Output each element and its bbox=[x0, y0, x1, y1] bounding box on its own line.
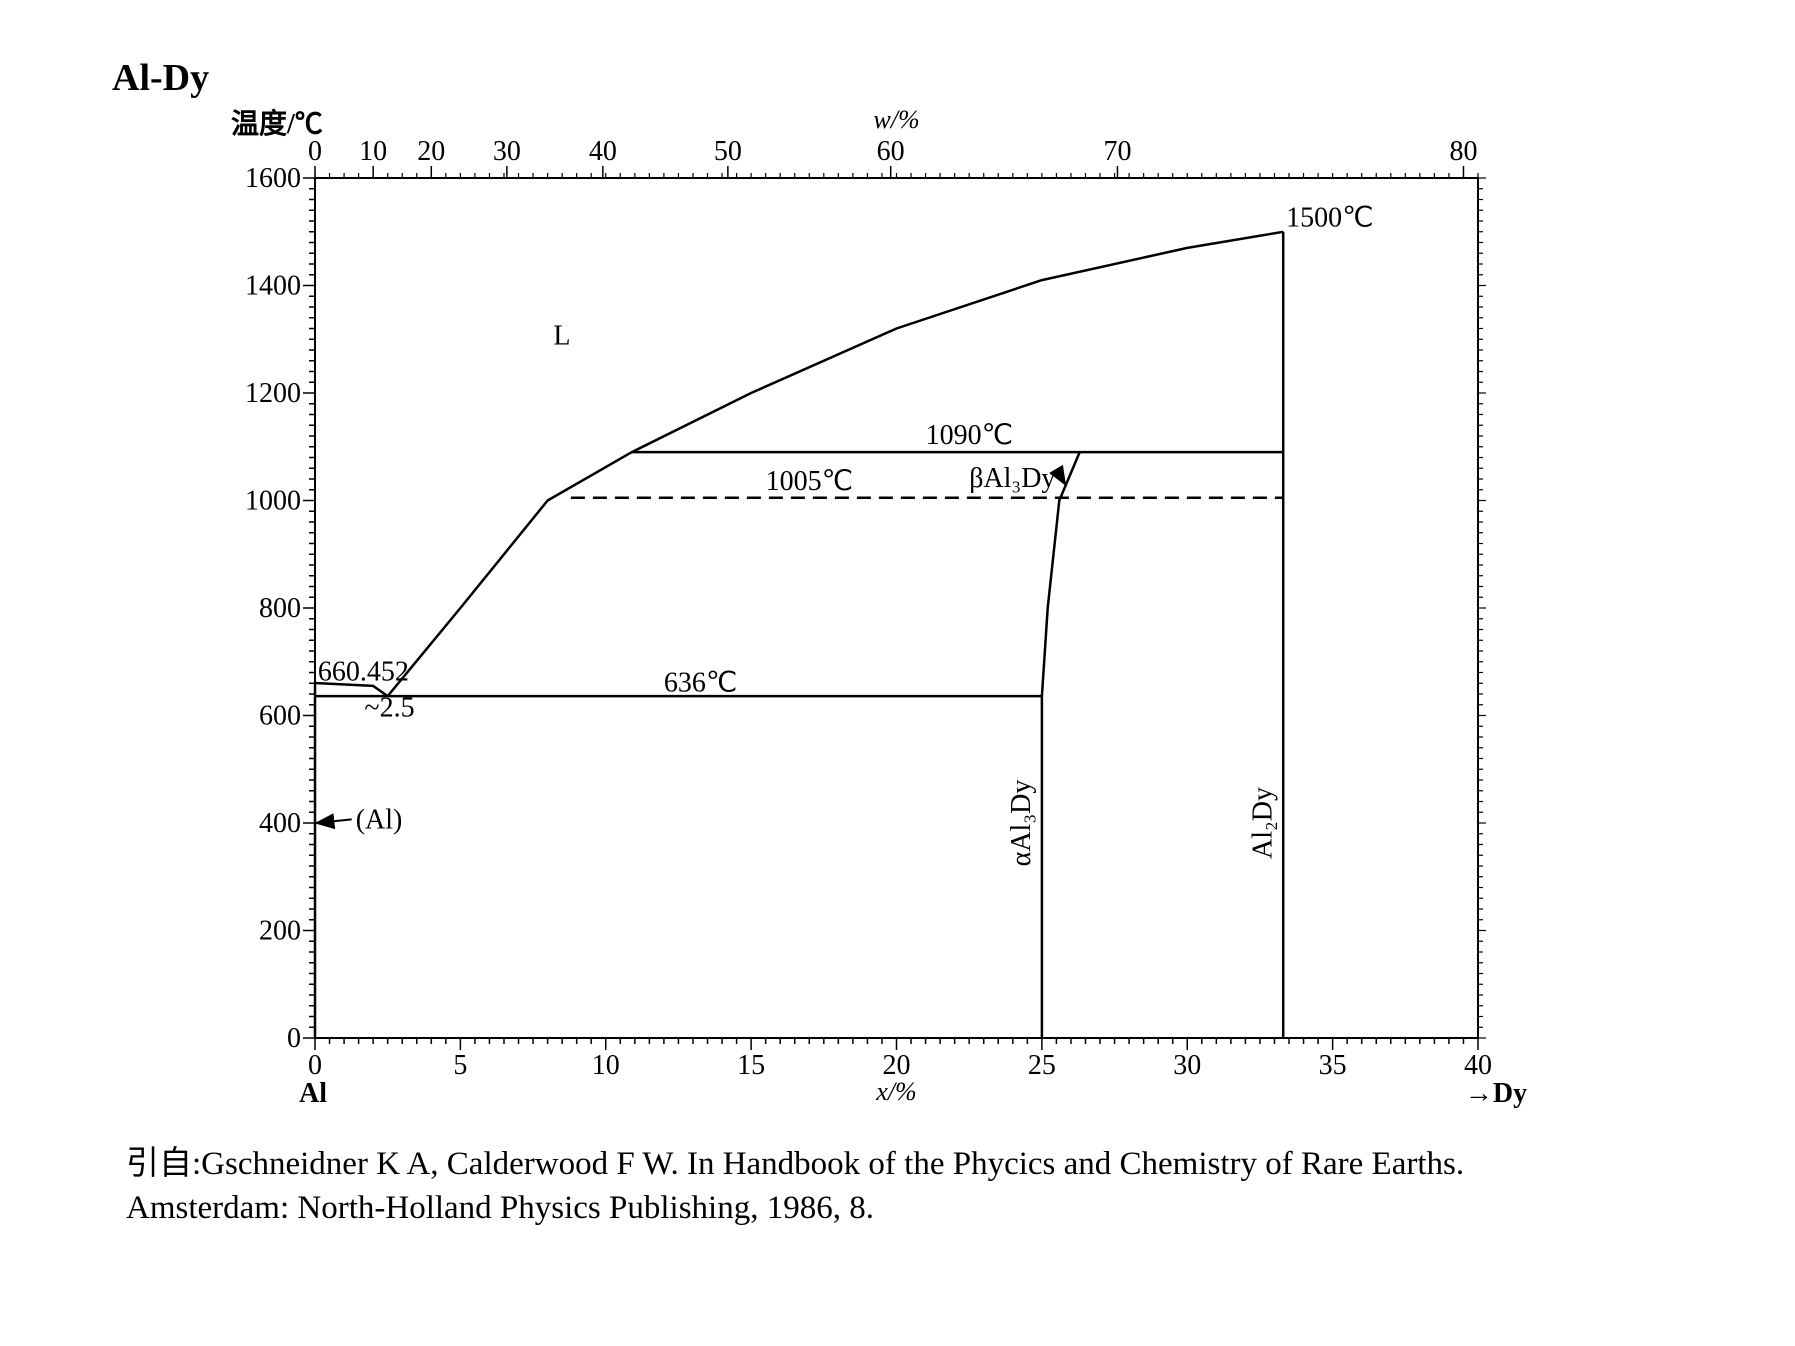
x-tick-label: 5 bbox=[453, 1050, 467, 1081]
annotation-label: 1090℃ bbox=[926, 420, 1013, 451]
annotation-label: 1500℃ bbox=[1286, 202, 1373, 233]
page-title: Al-Dy bbox=[112, 57, 210, 99]
x-end-label: →Dy bbox=[1465, 1078, 1527, 1109]
x-start-label: Al bbox=[299, 1078, 327, 1109]
annotation-label: Al₂Dy bbox=[1248, 787, 1279, 859]
annotation-arrow bbox=[1049, 464, 1067, 487]
x-tick-label: 40 bbox=[1464, 1050, 1492, 1081]
y-tick-label: 800 bbox=[259, 593, 301, 624]
y-tick-label: 200 bbox=[259, 916, 301, 947]
annotation-label: ~2.5 bbox=[364, 693, 414, 724]
x-tick-label: 30 bbox=[1173, 1050, 1201, 1081]
top-tick-label: 70 bbox=[1103, 136, 1131, 167]
x-tick-label: 15 bbox=[737, 1050, 765, 1081]
top-tick-label: 60 bbox=[877, 136, 905, 167]
x-tick-label: 10 bbox=[592, 1050, 620, 1081]
annotation-label: 660.452 bbox=[318, 657, 409, 688]
plot-frame bbox=[314, 177, 1479, 1039]
top-tick-label: 0 bbox=[308, 136, 322, 167]
phase-boundary-line bbox=[386, 230, 1284, 697]
annotation-label: 636℃ bbox=[664, 667, 737, 698]
y-tick-label: 1200 bbox=[245, 378, 301, 409]
y-tick-label: 400 bbox=[259, 808, 301, 839]
y-tick-label: 1000 bbox=[245, 486, 301, 517]
annotation-arrow bbox=[314, 813, 352, 830]
top-axis-label: w/% bbox=[873, 105, 919, 134]
x-tick-label: 0 bbox=[308, 1050, 322, 1081]
x-tick-label: 20 bbox=[883, 1050, 911, 1081]
y-tick-label: 0 bbox=[287, 1023, 301, 1054]
annotation-label: (Al) bbox=[356, 804, 403, 835]
top-tick-label: 50 bbox=[714, 136, 742, 167]
top-tick-label: 30 bbox=[493, 136, 521, 167]
annotation-label: αAl₃Dy bbox=[1006, 780, 1037, 867]
phase-boundary-line bbox=[1040, 451, 1081, 1038]
top-tick-label: 40 bbox=[589, 136, 617, 167]
x-axis-label: x/% bbox=[875, 1077, 916, 1106]
annotation-label: βAl₃Dy bbox=[969, 463, 1055, 494]
y-axis-label: 温度/℃ bbox=[231, 108, 323, 140]
phase-boundary-line bbox=[314, 681, 389, 698]
y-tick-label: 1600 bbox=[245, 163, 301, 194]
top-tick-label: 80 bbox=[1449, 136, 1477, 167]
citation-line-1: 引自:Gschneidner K A, Calderwood F W. In H… bbox=[126, 1146, 1465, 1182]
citation-line-2: Amsterdam: North-Holland Physics Publish… bbox=[126, 1190, 874, 1226]
annotation-label: 1005℃ bbox=[766, 466, 853, 497]
y-tick-label: 600 bbox=[259, 701, 301, 732]
y-tick-label: 1400 bbox=[245, 271, 301, 302]
top-tick-label: 20 bbox=[417, 136, 445, 167]
x-tick-label: 25 bbox=[1028, 1050, 1056, 1081]
x-tick-label: 35 bbox=[1319, 1050, 1347, 1081]
top-tick-label: 10 bbox=[359, 136, 387, 167]
annotation-label: L bbox=[553, 321, 570, 352]
